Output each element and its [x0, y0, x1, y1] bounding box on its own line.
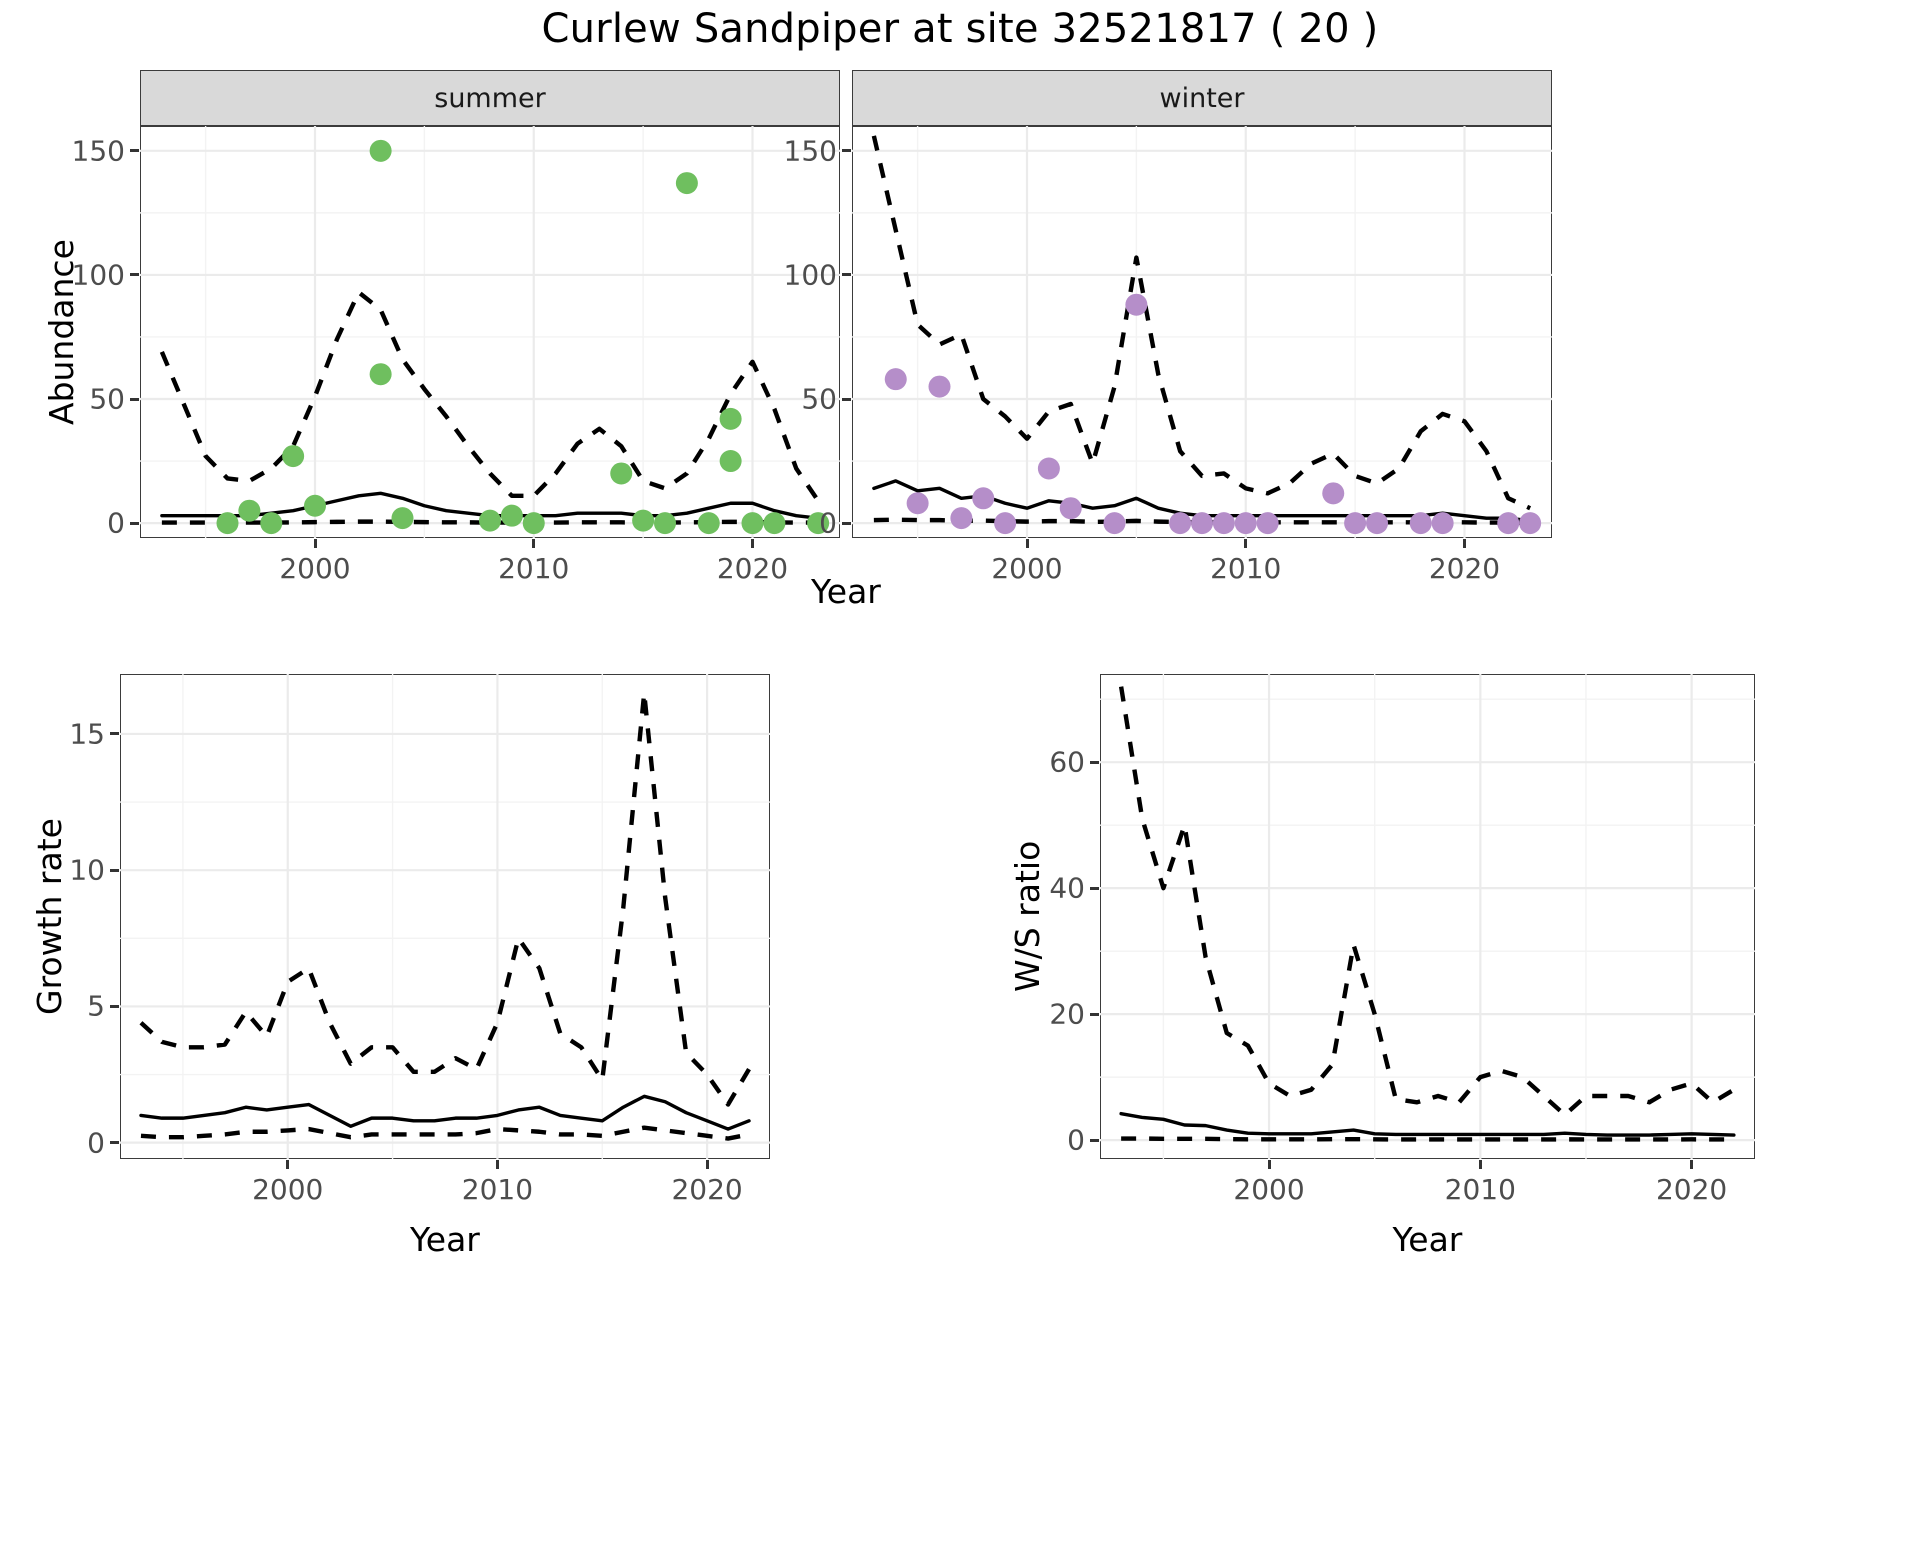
y-tick-mark	[842, 521, 851, 525]
y-tick-label: 40	[1049, 871, 1085, 905]
y-tick-mark	[130, 521, 139, 525]
y-tick-label: 50	[801, 382, 837, 416]
x-tick-label: 2010	[1444, 1173, 1516, 1206]
abundance-winter-panel	[852, 126, 1552, 538]
y-tick-mark	[1090, 1138, 1099, 1142]
y-tick-mark	[842, 273, 851, 277]
y-tick-label: 0	[819, 506, 837, 540]
facet-strip-summer: summer	[140, 70, 840, 126]
x-tick-label: 2020	[716, 552, 789, 585]
y-tick-label: 50	[89, 382, 125, 416]
ws-y-axis-title: W/S ratio	[1008, 840, 1047, 992]
x-tick-label: 2000	[279, 552, 351, 585]
y-tick-label: 15	[69, 717, 105, 751]
y-tick-mark	[1090, 1012, 1099, 1016]
x-tick-mark	[1025, 539, 1029, 548]
y-tick-label: 150	[71, 134, 125, 168]
abundance-x-axis-title: Year	[811, 572, 881, 611]
y-tick-label: 5	[87, 989, 105, 1023]
x-tick-mark	[1690, 1160, 1694, 1169]
ws-x-axis-title: Year	[1392, 1220, 1463, 1259]
x-tick-label: 2000	[991, 552, 1063, 585]
x-tick-mark	[286, 1160, 290, 1169]
x-tick-label: 2000	[1233, 1173, 1305, 1206]
x-tick-mark	[532, 539, 536, 548]
x-tick-label: 2000	[252, 1173, 324, 1206]
x-tick-mark	[1244, 539, 1248, 548]
x-tick-label: 2020	[1655, 1173, 1728, 1206]
ws-ratio-panel	[1100, 674, 1755, 1159]
y-tick-mark	[130, 273, 139, 277]
abundance-summer-panel	[140, 126, 840, 538]
y-tick-label: 10	[69, 853, 105, 887]
facet-strip-winter: winter	[852, 70, 1552, 126]
x-tick-mark	[1463, 539, 1466, 548]
ws-ratio-plot	[1100, 674, 1755, 1159]
facet-strip-winter-label: winter	[1159, 82, 1245, 114]
facet-strip-summer-label: summer	[434, 82, 546, 114]
abundance-summer-plot	[140, 126, 840, 538]
x-tick-mark	[1478, 1160, 1482, 1169]
y-tick-label: 0	[1067, 1123, 1085, 1157]
y-tick-mark	[110, 732, 119, 736]
growth-rate-plot	[120, 674, 770, 1159]
x-tick-label: 2020	[1428, 552, 1501, 585]
x-tick-label: 2010	[1210, 552, 1282, 585]
y-tick-mark	[842, 397, 851, 401]
growth-rate-panel	[120, 674, 770, 1159]
y-tick-mark	[1090, 760, 1099, 764]
growth-rate-figure: Growth rate Year 0 5 10 15 2000 2010 2020	[0, 660, 960, 1280]
y-tick-mark	[842, 149, 851, 153]
x-tick-mark	[313, 539, 317, 548]
ws-ratio-figure: W/S ratio Year 0 20 40 60 2000 2010 2020	[960, 660, 1920, 1280]
x-tick-mark	[495, 1160, 499, 1169]
x-tick-mark	[751, 539, 754, 548]
y-tick-label: 150	[783, 134, 837, 168]
growth-x-axis-title: Year	[410, 1220, 480, 1259]
y-tick-mark	[110, 868, 119, 872]
page-title: Curlew Sandpiper at site 32521817 ( 20 )	[541, 6, 1379, 52]
growth-y-axis-title: Growth rate	[30, 818, 69, 1015]
y-tick-label: 100	[783, 258, 837, 292]
x-tick-label: 2020	[671, 1173, 743, 1206]
y-tick-label: 0	[107, 506, 125, 540]
x-tick-mark	[1267, 1160, 1271, 1169]
abundance-winter-plot	[852, 126, 1552, 538]
y-tick-mark	[1090, 886, 1099, 890]
y-tick-label: 20	[1049, 997, 1085, 1031]
y-tick-label: 60	[1049, 745, 1085, 779]
abundance-figure: Abundance Year summer 0 50 100 150 2000 2010 2…	[0, 60, 1920, 645]
y-tick-mark	[130, 397, 139, 401]
y-tick-mark	[130, 149, 139, 153]
y-tick-label: 0	[87, 1126, 105, 1160]
y-tick-label: 100	[71, 258, 125, 292]
x-tick-label: 2010	[498, 552, 570, 585]
x-tick-mark	[705, 1160, 709, 1169]
x-tick-label: 2010	[461, 1173, 534, 1206]
y-tick-mark	[110, 1141, 119, 1145]
y-tick-mark	[110, 1004, 119, 1008]
